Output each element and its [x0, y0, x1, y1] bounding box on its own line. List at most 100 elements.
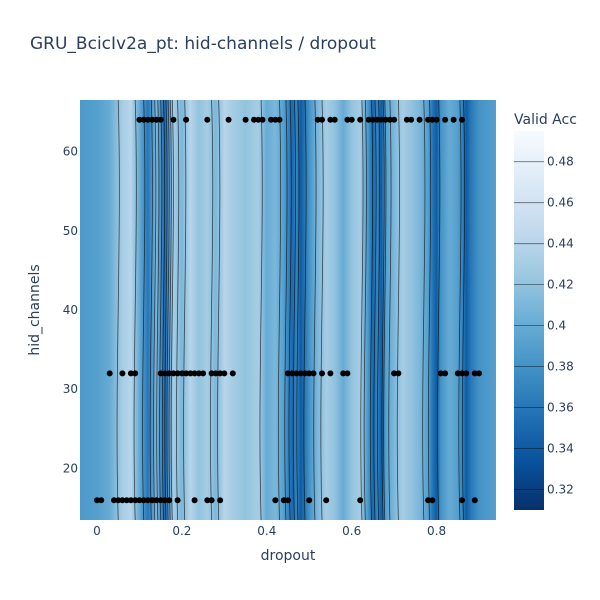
colorbar-tick-label: 0.32: [547, 483, 574, 497]
trial-point: [149, 497, 156, 504]
contour-line: [320, 100, 324, 520]
trial-point: [170, 116, 177, 123]
plot-area: [80, 100, 496, 520]
trial-point: [132, 370, 139, 377]
trial-point: [327, 370, 334, 377]
contour-line: [210, 100, 214, 520]
trial-point: [471, 497, 478, 504]
trial-point: [314, 116, 321, 123]
trial-point: [416, 116, 423, 123]
trial-point: [183, 370, 190, 377]
trial-point: [153, 116, 160, 123]
trial-point: [365, 116, 372, 123]
trial-point: [442, 370, 449, 377]
contour-line: [149, 100, 153, 520]
trial-point: [140, 116, 147, 123]
contour-line: [461, 100, 466, 520]
y-axis-title: hid_channels: [27, 264, 43, 355]
contour-line: [377, 100, 381, 520]
colorbar: Valid Acc 0.32 0.34 0.36 0.38 0.4 0.42 0.44 0.4…: [514, 112, 577, 510]
contour-line: [396, 100, 400, 520]
trial-point: [442, 116, 449, 123]
contour-line: [170, 100, 174, 520]
trial-point: [157, 497, 164, 504]
trial-point: [191, 370, 198, 377]
trial-point: [425, 497, 432, 504]
trial-point: [212, 370, 219, 377]
trial-point: [395, 370, 402, 377]
trial-point: [293, 370, 300, 377]
contour-line: [373, 100, 377, 520]
trial-point: [123, 497, 130, 504]
contour-field: [80, 100, 496, 520]
trial-point: [272, 497, 279, 504]
contour-line: [292, 100, 296, 520]
trial-point: [425, 116, 432, 123]
trial-point: [119, 497, 126, 504]
trial-point: [166, 370, 173, 377]
x-tick-label: 0.8: [427, 524, 446, 538]
trial-point: [255, 116, 262, 123]
trial-point: [476, 370, 482, 377]
trial-point: [268, 116, 274, 123]
colorbar-tick-label: 0.46: [547, 196, 574, 210]
trial-point: [221, 370, 228, 377]
trial-point: [153, 497, 160, 504]
trial-point: [280, 497, 287, 504]
y-tick-label: 40: [63, 303, 78, 317]
contour-line: [159, 100, 163, 520]
trial-point: [149, 116, 156, 123]
trial-point: [111, 497, 117, 504]
trial-point: [437, 370, 444, 377]
contour-line: [133, 100, 137, 520]
trial-point: [136, 116, 143, 123]
colorbar-ticks: 0.32 0.34 0.36 0.38 0.4 0.42 0.44 0.46 0.48: [514, 155, 574, 497]
colorbar-tick-label: 0.44: [547, 237, 574, 251]
trial-point: [331, 116, 338, 123]
trial-point: [161, 370, 168, 377]
trial-point: [429, 116, 436, 123]
trial-point: [348, 116, 355, 123]
trial-point: [204, 497, 211, 504]
trial-point: [204, 116, 211, 123]
colorbar-scale: [514, 131, 544, 510]
trial-point: [106, 370, 113, 377]
contour-line: [381, 100, 385, 520]
x-tick-label: 0.4: [257, 524, 276, 538]
contour-line: [153, 100, 157, 520]
trial-point: [297, 370, 304, 377]
trial-point: [127, 497, 134, 504]
y-tick-label: 20: [63, 462, 78, 476]
trial-point: [454, 370, 461, 377]
trial-point: [170, 370, 177, 377]
contour-line: [284, 100, 288, 520]
trial-point: [306, 370, 313, 377]
trial-point: [403, 116, 410, 123]
trial-point: [225, 116, 232, 123]
trial-point: [94, 497, 100, 504]
contour-line: [176, 100, 180, 520]
trial-point: [433, 116, 440, 123]
chart-title: GRU_BcicIv2a_pt: hid-channels / dropout: [30, 34, 376, 54]
contour-line: [156, 100, 160, 520]
trial-point: [183, 116, 190, 123]
trial-point: [450, 116, 457, 123]
trial-point: [229, 370, 236, 377]
trial-point: [119, 370, 126, 377]
colorbar-tick-label: 0.4: [547, 319, 566, 333]
y-tick-label: 30: [63, 382, 78, 396]
contour-line: [437, 100, 441, 520]
y-tick-label: 50: [63, 224, 78, 238]
contour-line: [388, 100, 392, 520]
trial-point: [323, 497, 330, 504]
colorbar-tick-label: 0.48: [547, 155, 574, 169]
trial-point: [344, 116, 351, 123]
trial-point: [140, 497, 147, 504]
trial-point: [391, 370, 398, 377]
trial-point: [127, 370, 134, 377]
trial-point: [200, 370, 207, 377]
trial-point: [429, 497, 436, 504]
colorbar-tick-label: 0.34: [547, 442, 574, 456]
trial-point: [136, 497, 143, 504]
